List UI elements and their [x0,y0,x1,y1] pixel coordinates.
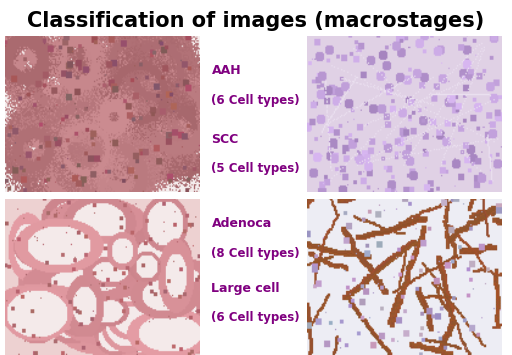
Text: Large cell: Large cell [211,282,280,295]
Text: (5 Cell types): (5 Cell types) [211,162,300,175]
Text: AAH: AAH [211,64,241,77]
Text: Adenoca: Adenoca [211,217,272,230]
Text: Classification of images (macrostages): Classification of images (macrostages) [27,11,485,31]
Text: (8 Cell types): (8 Cell types) [211,247,300,260]
Text: SCC: SCC [211,133,239,146]
Text: (6 Cell types): (6 Cell types) [211,311,300,324]
Text: (6 Cell types): (6 Cell types) [211,94,300,107]
